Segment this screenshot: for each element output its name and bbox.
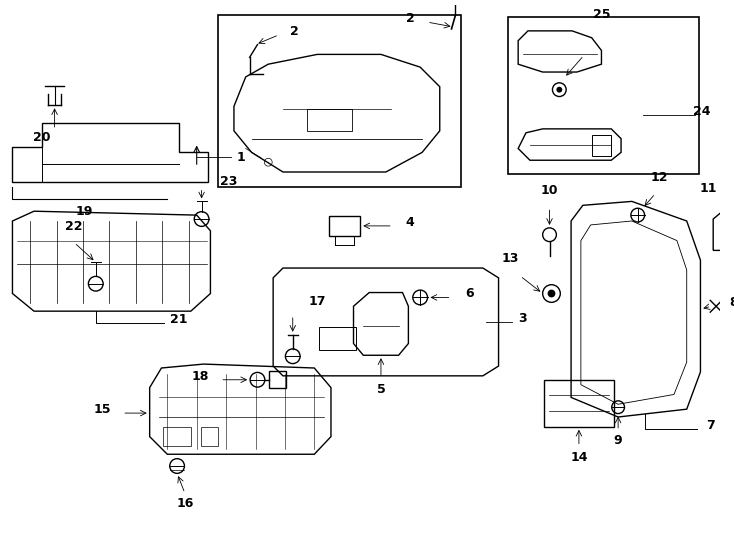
Circle shape (548, 289, 556, 298)
Text: 23: 23 (220, 176, 238, 188)
Circle shape (556, 87, 562, 93)
Text: 6: 6 (465, 287, 473, 300)
Text: 17: 17 (308, 295, 326, 308)
Text: 10: 10 (541, 184, 559, 197)
Bar (200, 427, 218, 447)
Text: 7: 7 (706, 418, 715, 432)
Text: 4: 4 (405, 216, 414, 229)
Text: 3: 3 (517, 312, 526, 325)
Text: 24: 24 (693, 105, 711, 118)
Bar (218, 15, 461, 187)
Text: 19: 19 (76, 205, 92, 218)
Text: 8: 8 (730, 296, 734, 309)
Text: 22: 22 (65, 220, 83, 233)
Bar (329, 216, 360, 235)
Text: 11: 11 (700, 181, 717, 194)
Bar (319, 327, 357, 350)
Text: 18: 18 (192, 370, 209, 383)
Bar (269, 371, 286, 388)
Text: 9: 9 (614, 435, 622, 448)
Text: 25: 25 (593, 8, 610, 21)
Text: 15: 15 (94, 403, 112, 416)
Text: 20: 20 (33, 131, 51, 144)
Text: 13: 13 (501, 252, 519, 265)
Bar (308, 109, 352, 131)
Text: 1: 1 (236, 151, 245, 164)
Text: 12: 12 (650, 171, 668, 184)
Text: 16: 16 (176, 497, 194, 510)
Text: 21: 21 (170, 313, 188, 326)
Bar (544, 380, 614, 427)
Text: 14: 14 (570, 451, 588, 464)
Bar (164, 427, 191, 447)
Text: 5: 5 (377, 382, 385, 395)
Text: 2: 2 (406, 12, 415, 25)
Bar (509, 17, 700, 174)
Bar (592, 135, 611, 156)
Text: 2: 2 (291, 25, 299, 38)
